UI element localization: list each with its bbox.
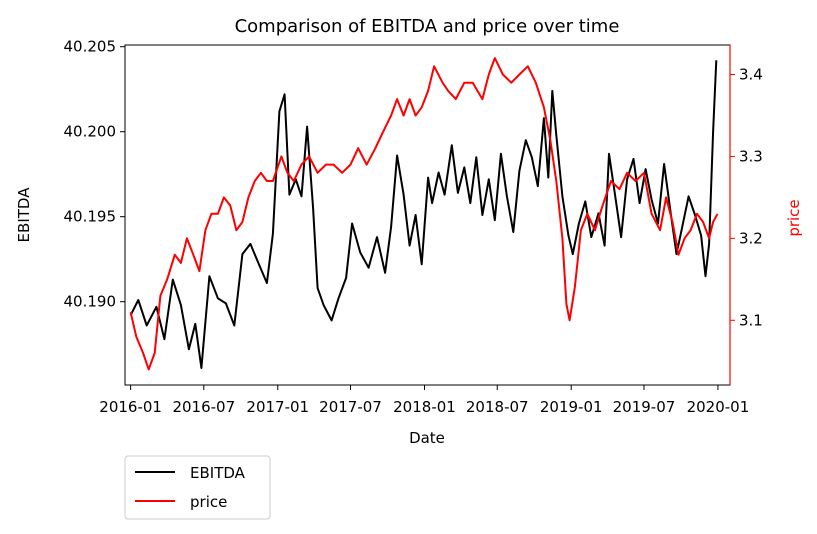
legend: EBITDA price [124, 455, 271, 520]
y-right-tick-label: 3.3 [739, 147, 763, 165]
series-line-ebitda [129, 60, 718, 369]
x-tick-label: 2018-01 [393, 398, 456, 416]
y-left-tick-label: 40.195 [64, 208, 117, 226]
left-y-axis-label: EBITDA [15, 187, 33, 243]
x-tick-label: 2019-07 [613, 398, 676, 416]
left-y-axis: 40.190 40.195 40.200 40.205 [64, 38, 125, 311]
x-tick-label: 2017-07 [319, 398, 382, 416]
y-right-tick-label: 3.4 [739, 65, 763, 83]
right-y-axis: 3.1 3.2 3.3 3.4 [730, 65, 763, 329]
y-right-tick-label: 3.1 [739, 311, 763, 329]
x-tick-label: 2016-07 [172, 398, 235, 416]
y-left-tick-label: 40.190 [64, 293, 117, 311]
x-tick-label: 2019-01 [540, 398, 603, 416]
series-line-price [129, 57, 719, 371]
plot-frame [124, 44, 731, 386]
x-axis: 2016-01 2016-07 2017-01 2017-07 2018-01 2018-… [99, 385, 749, 416]
x-tick-label: 2020-01 [687, 398, 750, 416]
right-y-axis-label: price [785, 199, 803, 236]
x-axis-label: Date [409, 429, 445, 447]
x-tick-label: 2016-01 [99, 398, 162, 416]
plot-area [129, 57, 719, 371]
x-tick-label: 2017-01 [246, 398, 309, 416]
legend-label-ebitda: EBITDA [190, 464, 246, 482]
y-left-tick-label: 40.200 [64, 123, 117, 141]
x-tick-label: 2018-07 [466, 398, 529, 416]
y-right-tick-label: 3.2 [739, 229, 763, 247]
chart-title: Comparison of EBITDA and price over time [235, 16, 620, 37]
legend-label-price: price [190, 493, 227, 511]
y-left-tick-label: 40.205 [64, 38, 117, 56]
